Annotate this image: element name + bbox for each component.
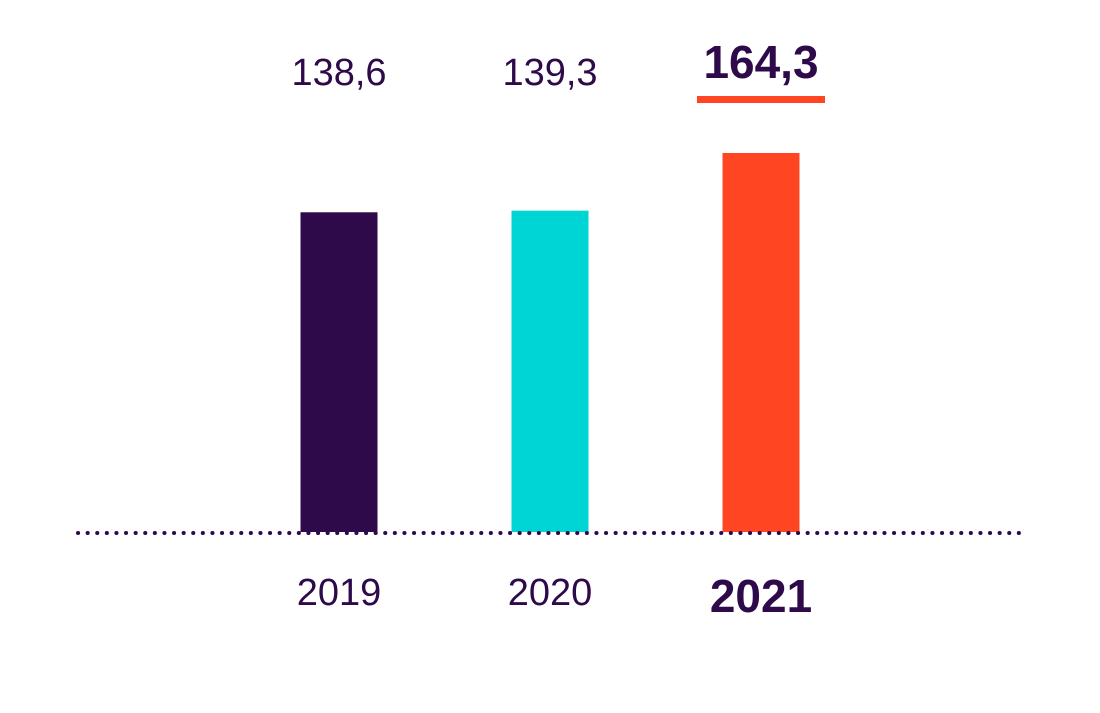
bar-2021 xyxy=(722,153,800,532)
category-labels-group: 2019 2020 2021 xyxy=(297,570,812,622)
value-label-2021: 164,3 xyxy=(703,36,818,88)
highlight-underline xyxy=(697,96,825,103)
bar-2020 xyxy=(511,210,589,533)
value-label-2019: 138,6 xyxy=(291,52,386,94)
value-labels-group: 138,6 139,3 164,3 xyxy=(291,36,818,94)
category-label-2020: 2020 xyxy=(508,572,593,614)
category-label-2019: 2019 xyxy=(297,572,382,614)
category-label-2021: 2021 xyxy=(710,570,812,622)
bar-2019 xyxy=(300,212,378,532)
bars-group xyxy=(300,153,800,533)
value-label-2020: 139,3 xyxy=(502,52,597,94)
